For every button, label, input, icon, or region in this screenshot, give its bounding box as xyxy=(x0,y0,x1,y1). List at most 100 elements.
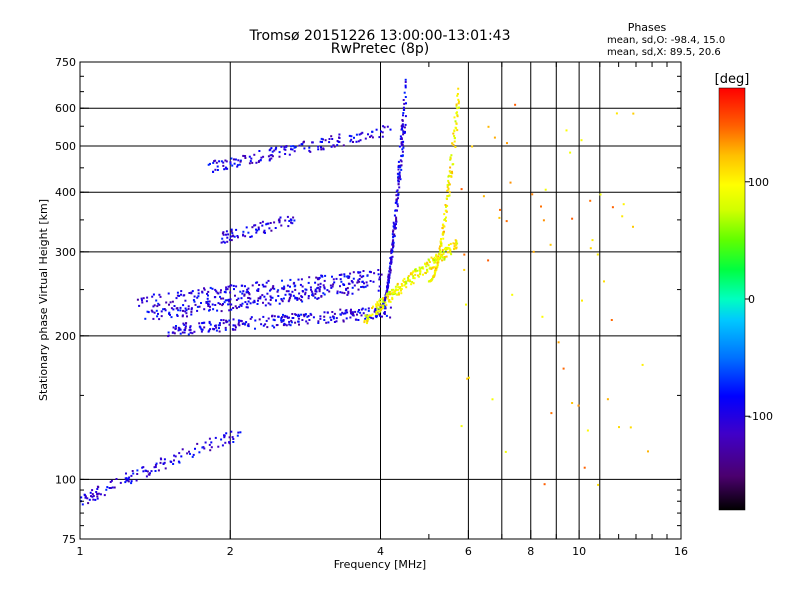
data-point xyxy=(499,208,501,211)
data-point xyxy=(329,316,332,319)
data-point xyxy=(226,167,229,170)
data-point xyxy=(200,328,203,331)
data-point xyxy=(360,308,363,311)
data-point xyxy=(379,298,382,300)
data-point xyxy=(456,111,458,114)
data-point xyxy=(321,141,323,143)
data-point xyxy=(330,286,333,289)
data-point xyxy=(222,303,224,305)
data-point xyxy=(201,322,204,325)
data-point xyxy=(405,282,408,285)
data-point xyxy=(611,206,614,209)
data-point xyxy=(396,282,399,285)
data-point xyxy=(460,188,463,191)
data-point xyxy=(455,122,458,125)
data-point xyxy=(387,295,390,298)
data-point xyxy=(227,285,230,288)
data-point xyxy=(392,288,395,291)
data-point xyxy=(246,303,249,306)
data-point xyxy=(460,425,463,428)
data-point xyxy=(187,307,190,310)
data-point xyxy=(305,320,308,323)
data-point xyxy=(281,319,284,322)
data-point xyxy=(491,398,494,401)
data-point xyxy=(170,307,173,310)
data-point xyxy=(270,157,273,160)
data-point xyxy=(231,232,234,235)
data-point xyxy=(208,443,211,446)
data-point xyxy=(400,154,403,157)
data-point xyxy=(449,157,452,160)
data-point xyxy=(428,267,431,270)
data-point xyxy=(390,258,393,261)
data-point xyxy=(314,292,317,295)
data-point xyxy=(290,148,292,151)
data-point xyxy=(374,307,377,310)
data-point xyxy=(390,252,393,255)
data-point xyxy=(386,283,389,286)
data-point xyxy=(186,452,189,455)
data-point xyxy=(446,189,449,192)
data-point xyxy=(225,299,228,302)
data-point xyxy=(457,102,460,105)
data-point xyxy=(411,271,414,274)
data-point xyxy=(185,312,188,315)
data-point xyxy=(168,311,171,314)
data-point xyxy=(323,319,326,321)
data-point xyxy=(398,177,401,180)
data-point xyxy=(366,284,369,287)
data-point xyxy=(201,328,204,331)
data-point xyxy=(258,150,261,152)
data-point xyxy=(225,288,228,291)
data-point xyxy=(391,249,394,252)
data-point xyxy=(310,288,312,291)
data-point xyxy=(292,216,295,219)
data-point xyxy=(235,285,238,288)
data-point xyxy=(228,319,231,322)
data-point xyxy=(308,319,311,321)
data-point xyxy=(412,270,415,273)
data-point xyxy=(360,132,363,135)
data-point xyxy=(318,276,321,279)
data-point xyxy=(352,271,355,274)
data-point xyxy=(453,248,455,250)
data-point xyxy=(419,267,422,270)
data-point xyxy=(359,311,362,314)
data-point xyxy=(397,164,400,167)
data-point xyxy=(339,308,342,311)
data-point xyxy=(243,293,246,296)
data-point xyxy=(457,98,460,101)
data-point xyxy=(339,278,342,281)
data-point xyxy=(180,293,182,296)
data-point xyxy=(314,290,317,293)
data-point xyxy=(397,166,400,168)
data-point xyxy=(92,498,95,501)
data-point xyxy=(324,274,327,277)
data-point xyxy=(549,243,552,246)
data-point xyxy=(278,155,281,158)
data-point xyxy=(465,303,467,306)
data-point xyxy=(375,305,378,308)
data-point xyxy=(232,441,235,443)
data-point xyxy=(262,285,265,288)
data-point xyxy=(236,434,239,437)
x-axis-label: Frequency [MHz] xyxy=(334,558,426,571)
data-point xyxy=(443,257,446,260)
data-point xyxy=(400,141,403,144)
chart-subtitle: RwPretec (8p) xyxy=(331,41,429,57)
data-point xyxy=(330,135,333,138)
data-point xyxy=(184,325,187,328)
data-point xyxy=(319,317,322,320)
data-point xyxy=(382,304,385,307)
data-point xyxy=(445,255,448,258)
data-point xyxy=(393,223,396,226)
data-point xyxy=(511,293,514,296)
colorbar-tick-label: 0 xyxy=(748,293,755,306)
data-point xyxy=(220,241,223,244)
data-point xyxy=(323,311,326,314)
data-point xyxy=(401,128,404,131)
data-point xyxy=(311,294,314,296)
data-point xyxy=(285,290,288,293)
data-point xyxy=(542,219,545,222)
data-point xyxy=(158,293,161,296)
